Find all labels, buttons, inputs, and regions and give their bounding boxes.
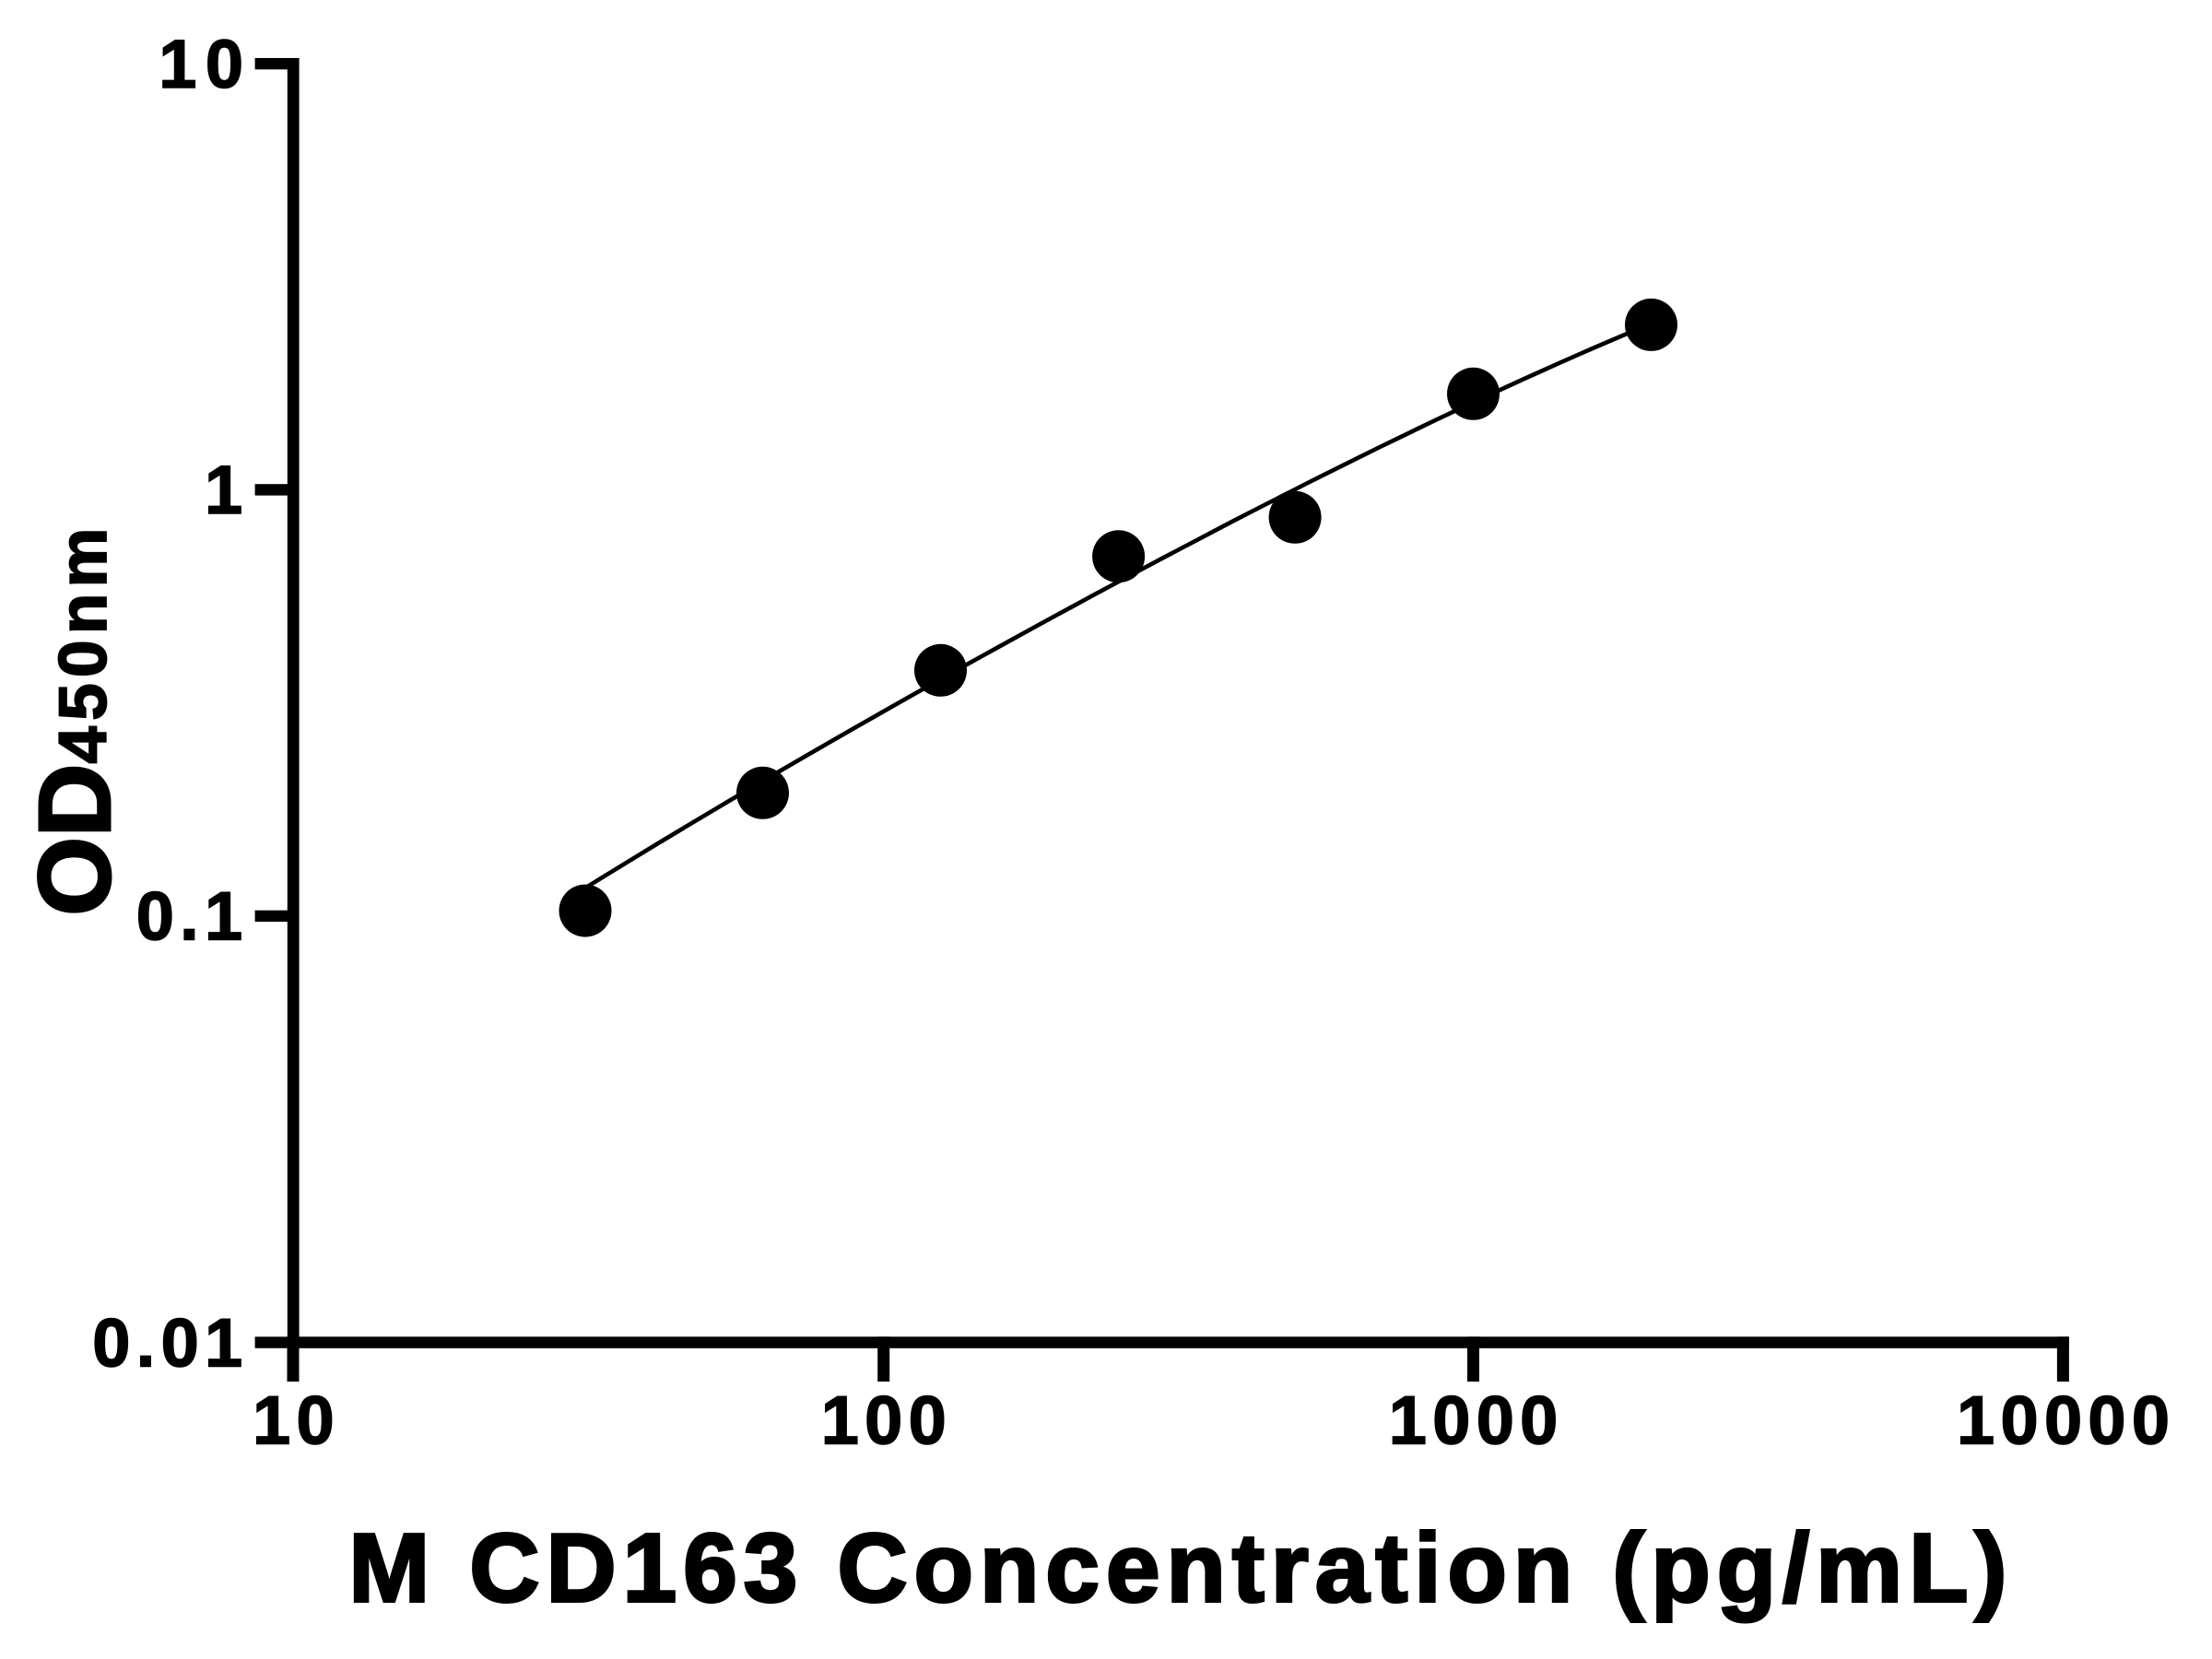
svg-text:100: 100 <box>821 1382 952 1458</box>
svg-text:10: 10 <box>253 1382 340 1458</box>
svg-text:10000: 10000 <box>1957 1382 2175 1458</box>
svg-text:1000: 1000 <box>1389 1382 1564 1458</box>
svg-text:M CD163 Concentration (pg/mL): M CD163 Concentration (pg/mL) <box>348 1514 2013 1623</box>
svg-text:1: 1 <box>205 452 248 528</box>
svg-text:0.01: 0.01 <box>92 1304 248 1381</box>
svg-text:10: 10 <box>159 26 252 102</box>
svg-text:0.1: 0.1 <box>136 878 249 955</box>
